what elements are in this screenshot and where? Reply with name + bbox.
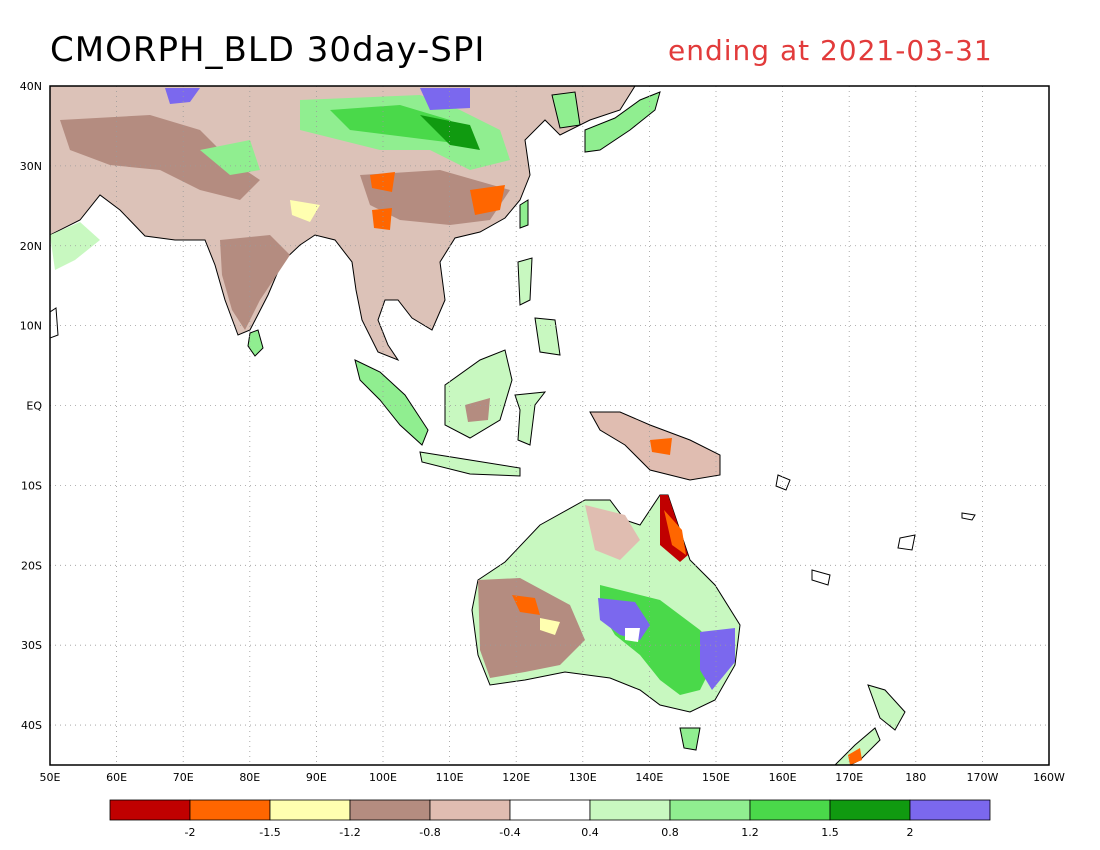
lon-tick-label: 140E	[635, 771, 663, 784]
lon-tick-label: 120E	[502, 771, 530, 784]
legend-swatch	[429, 799, 511, 821]
lat-tick-label: 40S	[21, 719, 42, 732]
lon-tick-label: 110E	[436, 771, 464, 784]
legend-swatch	[269, 799, 351, 821]
lon-tick-label: 80E	[239, 771, 260, 784]
lon-tick-label: 90E	[306, 771, 327, 784]
legend-label: 1.2	[741, 826, 759, 839]
lat-tick-label: EQ	[26, 400, 42, 413]
map-frame	[49, 85, 1050, 766]
lon-tick-labels: 50E 60E 70E 80E 90E 100E 110E 120E 130E 140E 150E 1…	[40, 771, 1066, 784]
legend-swatch	[109, 799, 191, 821]
lon-tick-label: 180	[905, 771, 926, 784]
legend-swatch	[349, 799, 431, 821]
legend-swatch	[669, 799, 751, 821]
legend-colorbar: -2 -1.5 -1.2 -0.8 -0.4 0.4 0.8 1.2 1.5 2	[109, 799, 991, 839]
legend-swatch	[749, 799, 831, 821]
lat-tick-label: 40N	[20, 80, 42, 93]
legend-label: 0.8	[661, 826, 679, 839]
legend-swatch	[189, 799, 271, 821]
legend-label: -1.2	[339, 826, 360, 839]
legend-label: 0.4	[581, 826, 599, 839]
lat-tick-label: 20N	[20, 240, 42, 253]
lon-tick-label: 60E	[106, 771, 127, 784]
legend-label: 2	[907, 826, 914, 839]
lat-tick-label: 30N	[20, 160, 42, 173]
spi-field	[50, 86, 976, 765]
map-grid	[50, 86, 1049, 765]
map-subtitle: ending at 2021-03-31	[668, 34, 993, 67]
lon-tick-label: 170W	[966, 771, 998, 784]
legend-label: -0.8	[419, 826, 440, 839]
lat-tick-label: 10S	[21, 479, 42, 492]
lat-tick-labels: 40N 30N 20N 10N EQ 10S 20S 30S 40S	[20, 80, 43, 732]
lon-tick-label: 100E	[369, 771, 397, 784]
lon-tick-label: 50E	[40, 771, 61, 784]
legend-label: -1.5	[259, 826, 280, 839]
lon-tick-label: 130E	[569, 771, 597, 784]
legend-swatch	[829, 799, 911, 821]
lon-tick-label: 70E	[173, 771, 194, 784]
lon-tick-label: 170E	[835, 771, 863, 784]
lat-tick-label: 20S	[21, 559, 42, 572]
lat-tick-label: 30S	[21, 639, 42, 652]
legend-swatch	[509, 799, 591, 821]
lon-tick-label: 150E	[702, 771, 730, 784]
lat-tick-label: 10N	[20, 320, 42, 333]
map-title: CMORPH_BLD 30day-SPI	[50, 30, 486, 70]
legend-label: 1.5	[821, 826, 839, 839]
lon-tick-label: 160E	[769, 771, 797, 784]
legend-label: -2	[185, 826, 196, 839]
legend-swatch	[589, 799, 671, 821]
lon-tick-label: 160W	[1033, 771, 1065, 784]
legend-label: -0.4	[499, 826, 520, 839]
legend-swatch	[909, 799, 991, 821]
